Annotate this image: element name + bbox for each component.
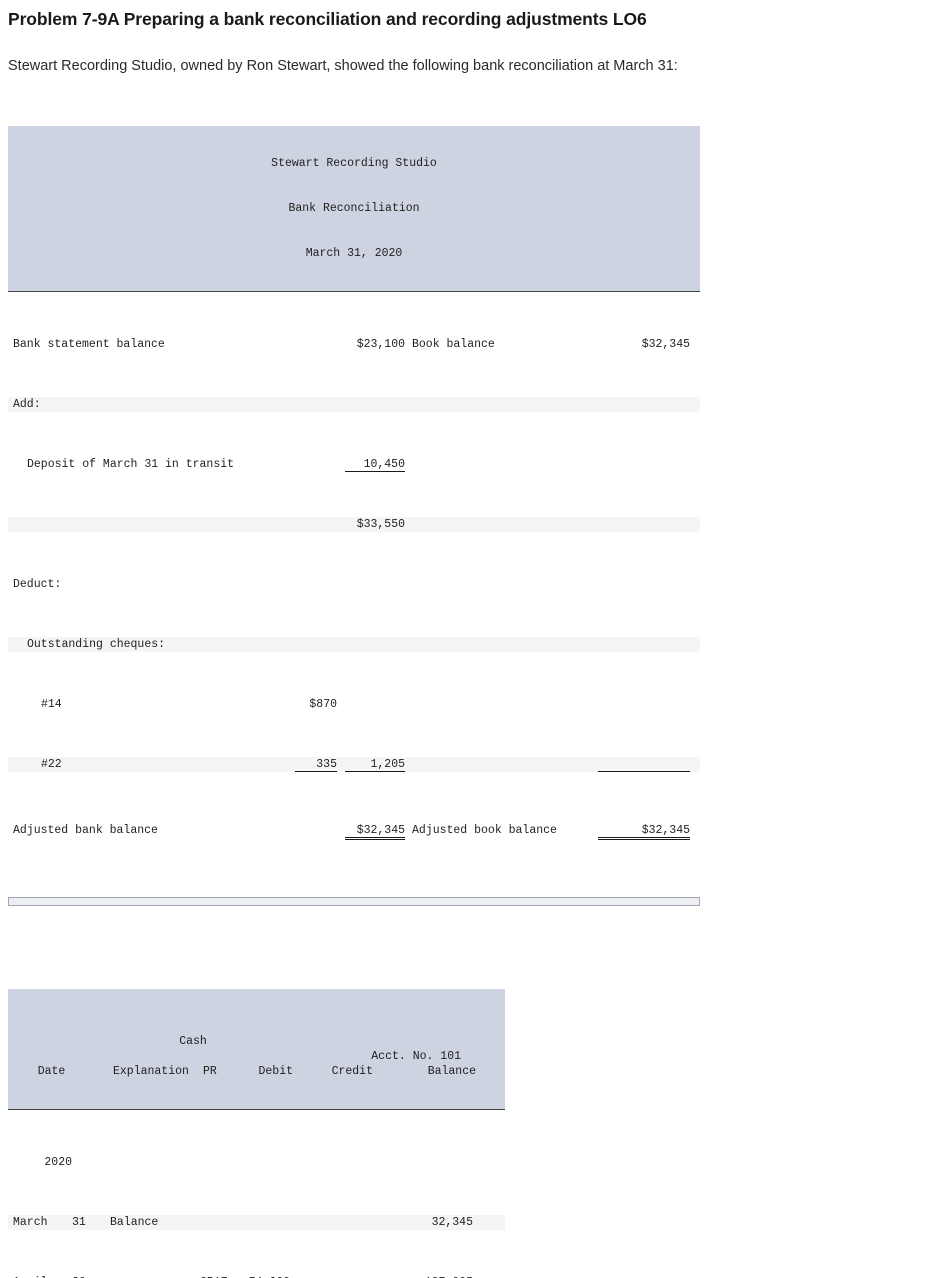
cash-ledger-table: Cash Acct. No. 101 Date Explanation PR D… [8, 959, 505, 1278]
row-label: #22 [41, 758, 62, 771]
pr-cell: CR17 [195, 1275, 235, 1278]
statement-company-line: Stewart Recording Studio [271, 157, 437, 170]
row-label: Adjusted book balance [412, 824, 557, 837]
balance-cell: 32,345 [431, 1216, 473, 1229]
column-header-credit: Credit [331, 1065, 373, 1078]
debit-cell: 74,660 [235, 1275, 292, 1278]
explanation-cell: Balance [110, 1216, 159, 1229]
table-row: #22 335 1,205 [8, 757, 700, 772]
month-cell: April [8, 1275, 72, 1278]
table-row: April 30 CR17 74,660 107,005 [8, 1275, 505, 1278]
column-header-explanation: Explanation [113, 1065, 189, 1078]
amount-cell: $33,550 [356, 518, 405, 531]
amount-cell [570, 757, 692, 772]
statement-date-line: March 31, 2020 [305, 247, 403, 260]
amount-cell: 335 [295, 757, 345, 772]
row-label: Book balance [412, 338, 495, 351]
amount-cell: 10,450 [345, 457, 407, 472]
table-row: Add: [8, 397, 700, 412]
column-header-balance: Balance [427, 1065, 476, 1078]
row-label: #14 [41, 698, 62, 711]
table-row: #14 $870 [8, 697, 700, 712]
amount-cell: $23,100 [356, 338, 405, 351]
amount-cell: $32,345 [641, 338, 690, 351]
table-row: 2020 [8, 1155, 505, 1170]
table-row: March 31 Balance 32,345 [8, 1215, 505, 1230]
row-label: Bank statement balance [13, 338, 165, 351]
balance-cell: 107,005 [372, 1275, 480, 1278]
table-row: Deposit of March 31 in transit 10,450 [8, 457, 700, 472]
intro-text: Stewart Recording Studio, owned by Ron S… [8, 58, 678, 74]
day-cell: 31 [72, 1216, 86, 1229]
cash-ledger-header: Cash Acct. No. 101 Date Explanation PR D… [8, 989, 505, 1110]
account-title: Cash [179, 1035, 207, 1048]
table-row: Bank statement balance $23,100 Book bala… [8, 337, 700, 352]
amount-cell: $32,345 [570, 823, 692, 840]
month-cell: March [13, 1216, 48, 1229]
table-row: Outstanding cheques: [8, 637, 700, 652]
column-header-row: Date Explanation PR Debit Credit Balance [8, 1064, 505, 1079]
table-row: $33,550 [8, 517, 700, 532]
row-label: Adjusted bank balance [13, 824, 158, 837]
horizontal-scrollbar[interactable] [8, 897, 700, 906]
account-number: Acct. No. 101 [371, 1050, 461, 1063]
bank-reconciliation-table: Stewart Recording Studio Bank Reconcilia… [8, 96, 700, 936]
year-cell: 2020 [44, 1156, 72, 1169]
bank-reconciliation-header: Stewart Recording Studio Bank Reconcilia… [8, 126, 700, 292]
row-label: Deposit of March 31 in transit [27, 458, 235, 471]
day-cell: 30 [72, 1275, 92, 1278]
column-header-pr: PR [203, 1065, 217, 1078]
amount-cell: $32,345 [345, 823, 407, 840]
problem-page: Problem 7-9A Preparing a bank reconcilia… [8, 9, 700, 1278]
row-label: Deduct: [13, 578, 62, 591]
row-label: Outstanding cheques: [27, 638, 166, 651]
problem-title: Problem 7-9A Preparing a bank reconcilia… [8, 9, 647, 29]
statement-title-line: Bank Reconciliation [288, 202, 420, 215]
table-row-total: Adjusted bank balance $32,345 Adjusted b… [8, 817, 700, 844]
amount-cell: 1,205 [345, 757, 407, 772]
row-label: Add: [13, 398, 41, 411]
table-row: Deduct: [8, 577, 700, 592]
amount-cell: $870 [309, 698, 337, 711]
column-header-debit: Debit [258, 1065, 293, 1078]
